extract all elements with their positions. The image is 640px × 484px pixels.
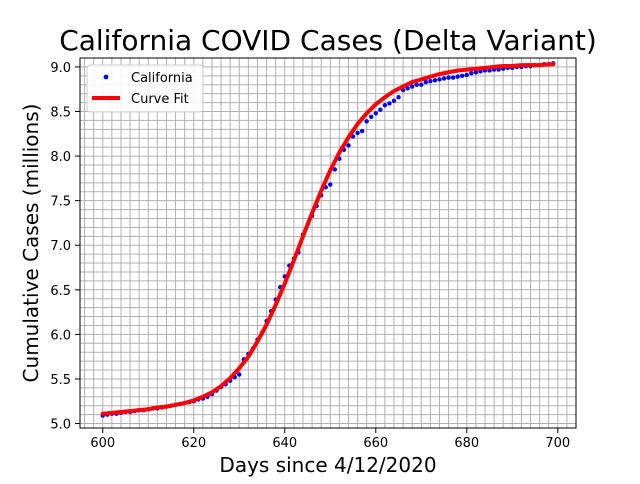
data-point xyxy=(237,372,242,377)
chart-title: California COVID Cases (Delta Variant) xyxy=(59,24,597,57)
data-point xyxy=(409,84,415,89)
data-point xyxy=(473,70,479,75)
x-tick-label: 640 xyxy=(272,436,297,451)
data-point xyxy=(428,78,433,84)
data-point xyxy=(346,143,351,148)
x-axis-label: Days since 4/12/2020 xyxy=(219,453,436,477)
series-california xyxy=(100,61,556,418)
y-tick-label: 7.0 xyxy=(50,239,71,254)
data-point xyxy=(387,101,392,106)
data-point xyxy=(464,72,469,78)
x-tick-label: 620 xyxy=(181,436,206,451)
y-axis-label: Cumulative Cases (millions) xyxy=(19,104,43,383)
data-point xyxy=(359,128,365,134)
x-tick-label: 600 xyxy=(90,436,115,451)
legend: California Curve Fit xyxy=(86,64,204,113)
data-point xyxy=(364,119,369,124)
y-tick-label: 7.5 xyxy=(50,195,71,210)
legend-label: Curve Fit xyxy=(131,92,189,107)
data-point xyxy=(423,79,429,85)
legend-box xyxy=(86,64,204,113)
y-tick-label: 8.5 xyxy=(50,105,71,120)
x-tick-label: 660 xyxy=(363,436,388,451)
data-point xyxy=(469,70,474,76)
y-tick-label: 6.0 xyxy=(50,328,71,343)
data-point xyxy=(391,98,397,103)
data-point xyxy=(382,103,388,108)
data-point xyxy=(378,107,383,112)
y-tick-label: 9.0 xyxy=(50,61,71,76)
data-point xyxy=(332,167,338,172)
data-point xyxy=(437,77,442,82)
data-point xyxy=(446,75,451,80)
data-point xyxy=(405,86,410,91)
x-tick-label: 700 xyxy=(545,436,570,451)
y-tick-label: 5.5 xyxy=(50,373,71,388)
series-layer xyxy=(100,61,556,418)
data-point xyxy=(419,82,424,87)
y-tick-label: 6.5 xyxy=(50,284,71,299)
data-point xyxy=(396,95,401,100)
data-point xyxy=(460,73,465,79)
grid xyxy=(80,57,577,428)
data-point xyxy=(414,82,419,87)
data-point xyxy=(441,76,447,81)
data-point xyxy=(369,114,374,120)
data-point xyxy=(455,74,460,79)
x-tick-label: 680 xyxy=(454,436,479,451)
legend-marker-california xyxy=(103,74,109,80)
data-point xyxy=(450,75,456,80)
series-curve-fit-line xyxy=(100,62,556,416)
y-tick-label: 5.0 xyxy=(50,418,71,433)
y-tick-label: 8.0 xyxy=(50,150,71,165)
data-point xyxy=(355,130,360,136)
axis-ticks: 600 620 640 660 680 700 5.0 5.5 6.0 6.5 7.0 7.5 8.0 8… xyxy=(50,61,570,451)
legend-label: California xyxy=(131,71,193,86)
data-point xyxy=(328,182,333,187)
data-point xyxy=(373,111,378,116)
data-point xyxy=(432,78,438,83)
plot-frame xyxy=(79,57,577,429)
